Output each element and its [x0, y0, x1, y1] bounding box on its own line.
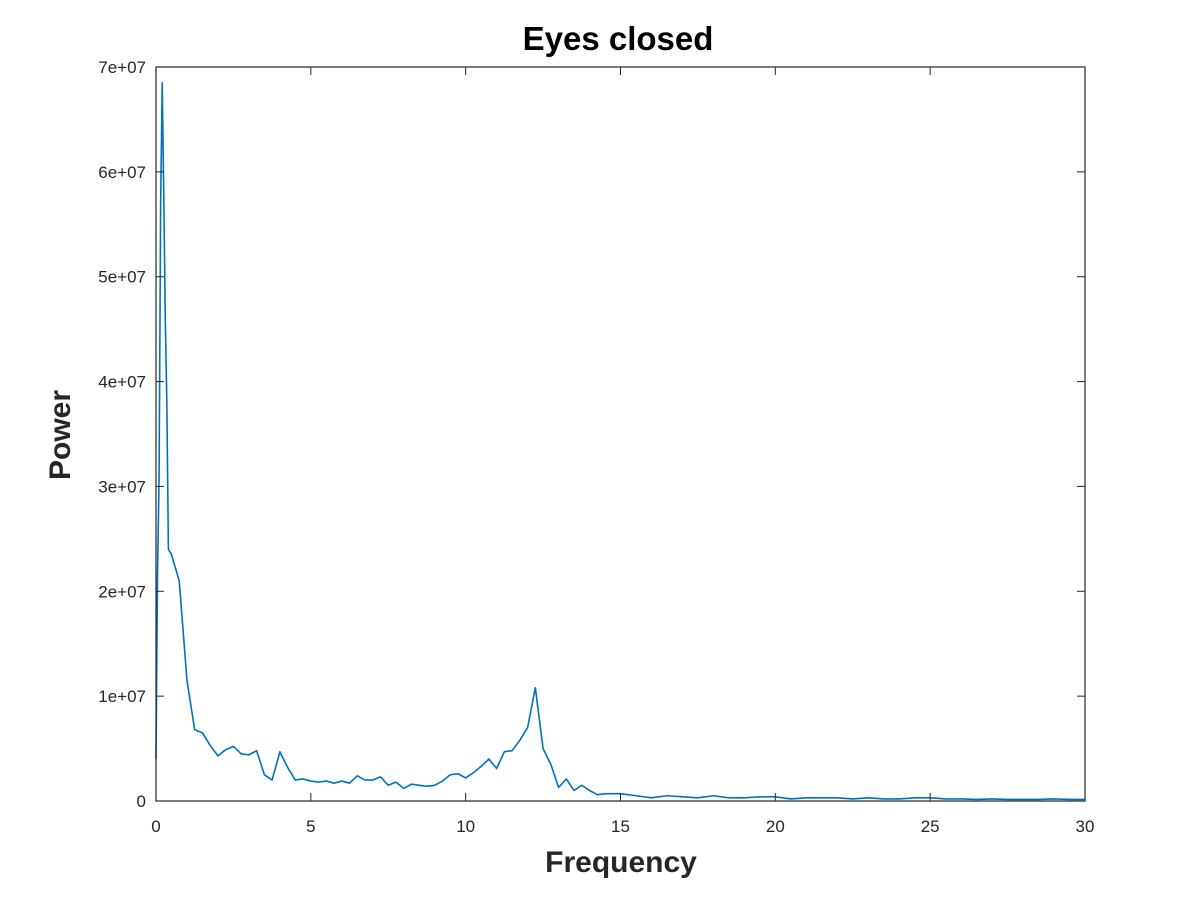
y-tick-label: 7e+07 [98, 58, 146, 77]
axes-box [155, 66, 1086, 802]
y-tick-label: 6e+07 [98, 163, 146, 182]
x-axis-title: Frequency [545, 846, 697, 879]
x-tick-label: 10 [456, 817, 475, 836]
y-tick-label: 5e+07 [98, 268, 146, 287]
plot-area [155, 81, 1085, 801]
y-axis-title: Power [44, 390, 77, 480]
y-tick-label: 1e+07 [98, 687, 146, 706]
x-tick-label: 5 [306, 817, 315, 836]
y-tick-label: 2e+07 [98, 582, 146, 601]
axes: 0 5 10 15 20 25 30 0 1e+07 2e+07 3e+07 4e+07 5e+07 6e… [98, 58, 1094, 836]
x-tick-label: 0 [151, 817, 160, 836]
x-tick-label: 15 [611, 817, 630, 836]
y-tick-label: 4e+07 [98, 373, 146, 392]
x-tick-label: 25 [921, 817, 940, 836]
x-tick-label: 30 [1076, 817, 1095, 836]
series-line [155, 81, 1085, 801]
chart-title: Eyes closed [523, 20, 714, 57]
x-tick-label: 20 [766, 817, 785, 836]
y-tick-label: 3e+07 [98, 477, 146, 496]
y-tick-label: 0 [137, 792, 146, 811]
